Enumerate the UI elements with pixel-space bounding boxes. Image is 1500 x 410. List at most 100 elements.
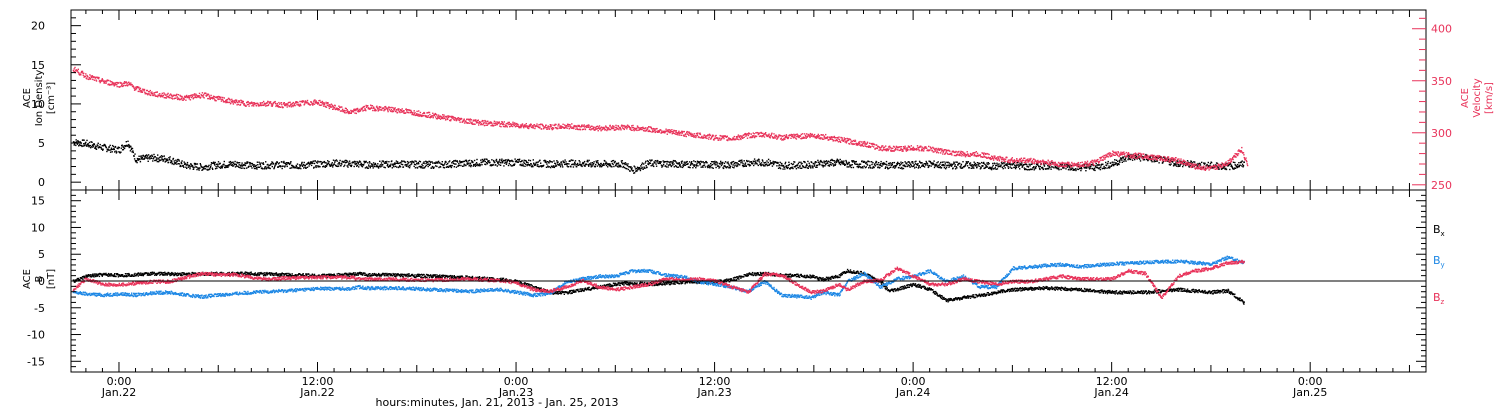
density-point xyxy=(848,162,850,164)
velocity-point xyxy=(219,98,221,100)
density-point xyxy=(540,165,542,167)
density-point xyxy=(169,161,172,164)
velocity-point xyxy=(623,128,625,131)
density-point xyxy=(240,165,242,167)
density-point xyxy=(309,163,311,165)
density-point xyxy=(787,164,790,167)
density-point xyxy=(716,164,718,166)
velocity-point xyxy=(633,129,635,132)
velocity-point xyxy=(210,94,212,97)
density-point xyxy=(80,142,82,144)
density-point xyxy=(138,155,140,157)
density-point xyxy=(402,166,405,168)
velocity-point xyxy=(937,152,940,154)
density-point xyxy=(452,161,454,163)
density-point xyxy=(942,163,944,166)
density-point xyxy=(236,165,238,167)
density-point xyxy=(1182,165,1184,168)
velocity-point xyxy=(944,152,946,155)
velocity-point xyxy=(228,101,230,103)
density-point xyxy=(298,164,301,166)
density-point xyxy=(391,160,393,162)
velocity-point xyxy=(726,139,728,141)
velocity-point xyxy=(660,129,662,131)
density-point xyxy=(207,169,210,171)
density-point xyxy=(1143,159,1146,161)
density-point xyxy=(1106,167,1108,169)
density-point xyxy=(698,161,700,163)
velocity-point xyxy=(300,104,302,107)
density-point xyxy=(1204,162,1206,164)
velocity-point xyxy=(84,75,86,77)
density-point xyxy=(232,165,235,167)
density-point xyxy=(809,164,811,167)
density-point xyxy=(838,163,841,165)
density-point xyxy=(269,164,272,166)
velocity-point xyxy=(171,96,173,98)
density-point xyxy=(996,162,998,164)
velocity-point xyxy=(161,92,163,95)
density-point xyxy=(640,165,642,167)
density-point xyxy=(684,162,686,165)
velocity-point xyxy=(298,105,301,107)
density-point xyxy=(920,162,922,164)
density-point xyxy=(983,167,985,170)
velocity-point xyxy=(942,151,944,153)
velocity-point xyxy=(892,150,894,152)
velocity-point xyxy=(340,110,343,112)
density-point xyxy=(153,156,156,158)
density-point xyxy=(409,165,411,167)
velocity-point xyxy=(81,70,84,73)
velocity-point xyxy=(452,116,454,118)
density-point xyxy=(439,166,442,168)
velocity-point xyxy=(372,109,374,112)
velocity-point xyxy=(366,106,368,108)
velocity-point xyxy=(694,135,697,137)
density-point xyxy=(102,149,104,151)
velocity-point xyxy=(728,137,730,140)
density-point xyxy=(1237,163,1239,166)
velocity-point xyxy=(440,115,442,118)
velocity-point xyxy=(279,106,282,108)
density-point xyxy=(489,161,491,164)
density-point xyxy=(1014,164,1016,166)
velocity-point xyxy=(220,96,222,98)
density-point xyxy=(336,165,338,167)
velocity-point xyxy=(78,73,80,75)
density-point xyxy=(652,164,654,167)
velocity-point xyxy=(294,102,297,104)
density-point xyxy=(1196,164,1198,166)
density-point xyxy=(621,160,623,162)
density-point xyxy=(658,162,660,164)
velocity-point xyxy=(258,105,260,107)
density-point xyxy=(1168,163,1171,166)
density-point xyxy=(366,166,368,169)
velocity-point xyxy=(870,145,872,148)
velocity-point xyxy=(613,125,615,128)
velocity-point xyxy=(250,102,252,104)
density-point xyxy=(533,162,535,164)
velocity-point xyxy=(772,136,774,138)
velocity-point xyxy=(591,125,593,127)
density-point xyxy=(997,165,1000,168)
velocity-point xyxy=(446,117,448,119)
density-point xyxy=(974,165,976,167)
density-point xyxy=(423,161,425,163)
density-point xyxy=(782,165,784,167)
density-point xyxy=(875,161,877,164)
velocity-point xyxy=(799,135,802,137)
density-point xyxy=(87,143,89,145)
density-point xyxy=(350,165,352,168)
density-point xyxy=(422,165,424,167)
velocity-point xyxy=(912,146,915,148)
density-point xyxy=(1134,158,1136,161)
density-point xyxy=(1194,161,1196,163)
velocity-point xyxy=(449,119,451,122)
velocity-point xyxy=(708,133,711,135)
density-point xyxy=(502,162,504,164)
velocity-point xyxy=(858,144,860,146)
density-point xyxy=(798,167,800,169)
density-point xyxy=(1203,163,1206,165)
density-point xyxy=(1077,165,1079,168)
density-point xyxy=(966,161,968,163)
